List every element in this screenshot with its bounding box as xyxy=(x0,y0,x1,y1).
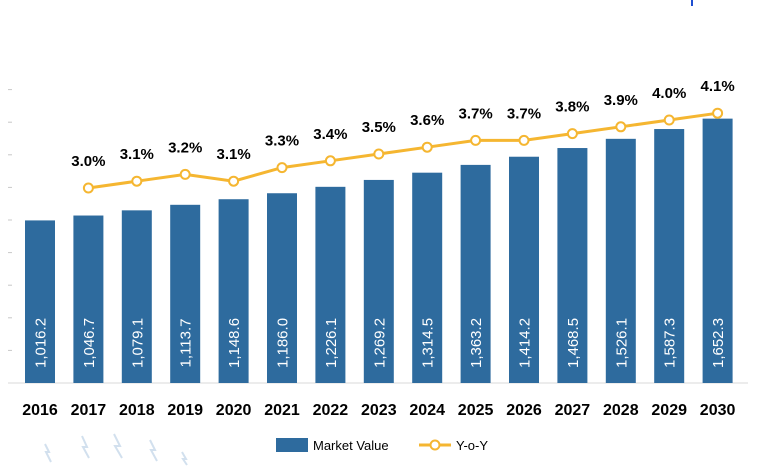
y-axis-tick-marks xyxy=(8,89,12,384)
bar-value-label: 1,526.1 xyxy=(613,318,630,368)
yoy-value-label: 3.3% xyxy=(265,133,299,150)
bar-2019 xyxy=(170,204,201,383)
yoy-point-2029 xyxy=(663,114,675,126)
bar-value-label: 1,079.1 xyxy=(129,318,146,368)
yoy-points xyxy=(82,107,724,194)
x-tick-label: 2029 xyxy=(651,402,687,419)
bar-2030 xyxy=(702,118,733,383)
bar-2024 xyxy=(412,172,443,383)
yoy-value-label: 4.1% xyxy=(700,78,734,95)
yoy-value-label: 3.7% xyxy=(458,105,492,122)
bar-2026 xyxy=(509,156,539,383)
bar-2022 xyxy=(315,186,346,383)
legend-yoy-label: Y-o-Y xyxy=(456,438,488,453)
bar-2027 xyxy=(557,148,588,383)
yoy-value-label: 4.0% xyxy=(652,85,686,102)
bar-2020 xyxy=(218,199,249,383)
legend-yoy-marker xyxy=(429,439,441,451)
x-tick-label: 2020 xyxy=(216,402,252,419)
bar-value-label: 1,226.1 xyxy=(323,318,340,368)
bar-2016 xyxy=(25,220,55,383)
bar-value-label: 1,314.5 xyxy=(420,318,437,368)
yoy-point-2017 xyxy=(82,182,94,194)
x-axis-tick-labels: 2016 2017 2018 2019 2020 2021 2022 2023 2024 2025… xyxy=(22,402,735,419)
legend-market-value-swatch xyxy=(276,438,308,452)
yoy-point-2018 xyxy=(131,175,143,187)
market-value-bars xyxy=(25,118,733,383)
bar-value-label: 1,414.2 xyxy=(517,318,534,368)
x-tick-label: 2018 xyxy=(119,402,155,419)
bar-value-label: 1,046.7 xyxy=(81,318,98,368)
bar-value-label: 1,652.3 xyxy=(710,318,727,368)
bar-value-label: 1,468.5 xyxy=(565,318,582,368)
bar-value-label: 1,269.2 xyxy=(371,318,388,368)
x-tick-label: 2016 xyxy=(22,402,58,419)
watermark-icon xyxy=(44,433,188,466)
bar-value-label: 1,186.0 xyxy=(275,318,292,368)
bar-2029 xyxy=(654,129,685,383)
yoy-point-2026 xyxy=(518,134,530,146)
x-tick-label: 2027 xyxy=(555,402,591,419)
yoy-point-2024 xyxy=(421,141,433,153)
x-tick-label: 2026 xyxy=(506,402,542,419)
yoy-point-2022 xyxy=(324,155,336,167)
yoy-point-2021 xyxy=(276,162,288,174)
bar-value-label: 1,113.7 xyxy=(178,319,195,368)
yoy-value-label: 3.6% xyxy=(410,112,444,129)
x-tick-label: 2017 xyxy=(71,402,107,419)
yoy-value-label: 3.1% xyxy=(216,146,250,163)
x-tick-label: 2028 xyxy=(603,402,639,419)
yoy-point-2019 xyxy=(179,168,191,180)
yoy-value-label: 3.9% xyxy=(604,92,638,109)
corner-mark xyxy=(691,0,693,6)
yoy-point-2027 xyxy=(566,128,578,140)
yoy-point-2028 xyxy=(615,121,627,133)
yoy-point-2025 xyxy=(470,134,482,146)
yoy-labels: 3.0% 3.1% 3.2% 3.1% 3.3% 3.4% 3.5% 3.6% 3.7% 3.7%… xyxy=(71,78,734,170)
legend: Market Value Y-o-Y xyxy=(276,438,488,453)
bar-value-label: 1,016.2 xyxy=(33,318,50,368)
yoy-value-label: 3.8% xyxy=(555,99,589,116)
bar-2025 xyxy=(460,164,491,383)
yoy-line xyxy=(88,111,718,190)
x-tick-label: 2030 xyxy=(700,402,736,419)
bar-2017 xyxy=(73,215,104,383)
yoy-value-label: 3.0% xyxy=(71,153,105,170)
market-value-bar-labels: 1,016.2 1,046.7 1,079.1 1,113.7 1,148.6 1,186… xyxy=(33,318,728,368)
yoy-value-label: 3.2% xyxy=(168,139,202,156)
x-tick-label: 2024 xyxy=(409,402,445,419)
yoy-value-label: 3.4% xyxy=(313,126,347,143)
bar-2023 xyxy=(363,179,394,383)
yoy-point-2020 xyxy=(228,175,240,187)
x-tick-label: 2023 xyxy=(361,402,397,419)
x-tick-label: 2021 xyxy=(264,402,300,419)
yoy-value-label: 3.1% xyxy=(120,146,154,163)
x-tick-label: 2019 xyxy=(167,402,203,419)
bar-value-label: 1,148.6 xyxy=(226,318,243,368)
legend-market-value-label: Market Value xyxy=(313,438,389,453)
bar-value-label: 1,587.3 xyxy=(662,318,679,368)
yoy-point-2023 xyxy=(373,148,385,160)
bar-2021 xyxy=(267,193,297,383)
x-tick-label: 2025 xyxy=(458,402,494,419)
x-tick-label: 2022 xyxy=(313,402,349,419)
yoy-point-2030 xyxy=(712,107,724,119)
bar-2018 xyxy=(121,210,152,383)
yoy-value-label: 3.5% xyxy=(362,119,396,136)
bar-value-label: 1,363.2 xyxy=(468,318,485,368)
bar-2028 xyxy=(605,138,636,383)
yoy-value-label: 3.7% xyxy=(507,105,541,122)
